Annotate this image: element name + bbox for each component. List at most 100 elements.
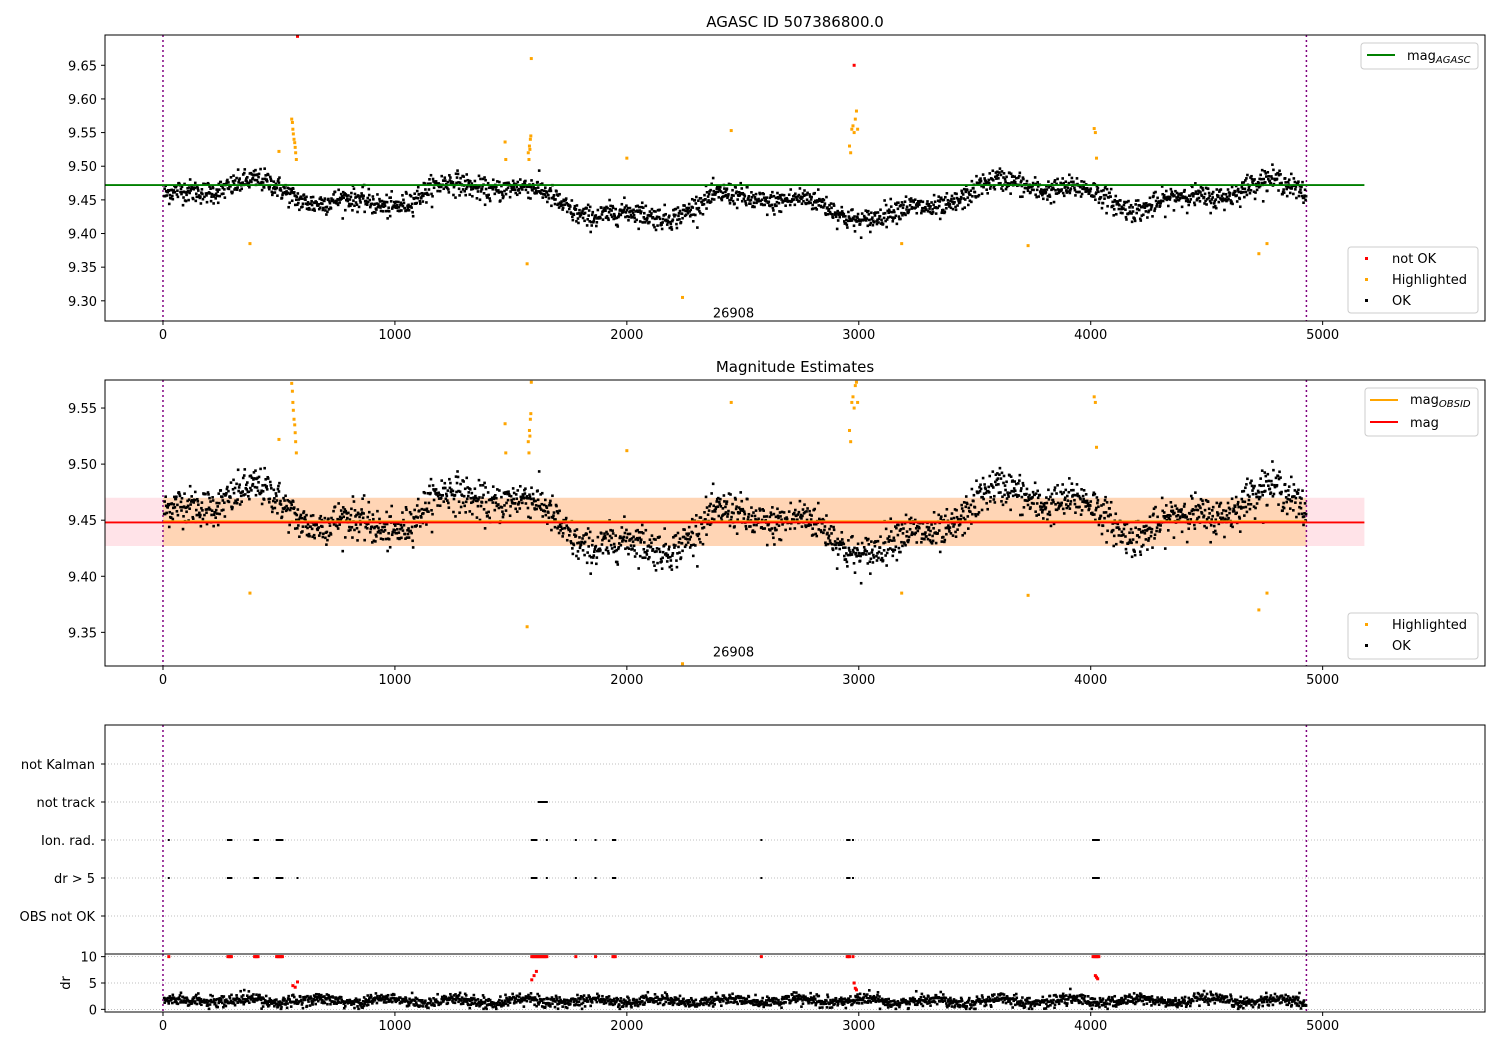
data-point-ok bbox=[1286, 185, 1290, 189]
data-point-ok bbox=[208, 185, 211, 188]
data-point-highlighted bbox=[854, 109, 858, 113]
data-point-ok bbox=[421, 200, 425, 203]
data-point-ok bbox=[544, 195, 548, 199]
data-point-ok bbox=[223, 188, 226, 191]
data-point-ok bbox=[468, 193, 472, 196]
data-point-ok bbox=[1032, 188, 1035, 192]
data-point-ok bbox=[704, 518, 707, 521]
data-point-ok bbox=[1235, 200, 1239, 203]
data-point-ok bbox=[1194, 491, 1197, 494]
data-point-ok bbox=[964, 495, 968, 498]
data-point-ok bbox=[517, 500, 521, 504]
data-point-ok bbox=[1152, 512, 1155, 516]
data-point-ok bbox=[560, 203, 564, 207]
dr-point-ok bbox=[179, 991, 183, 995]
data-point-ok bbox=[588, 220, 591, 223]
data-point-ok bbox=[683, 545, 687, 549]
data-point-ok bbox=[585, 207, 588, 210]
data-point-ok bbox=[634, 210, 637, 213]
data-point-ok bbox=[252, 471, 256, 474]
data-point-ok bbox=[695, 533, 699, 536]
data-point-ok bbox=[765, 543, 769, 547]
data-point-ok bbox=[317, 526, 321, 529]
data-point-ok bbox=[405, 192, 408, 195]
data-point-ok bbox=[173, 190, 177, 194]
data-point-ok bbox=[850, 553, 854, 556]
legend-point-categories[interactable]: Highlighted OK bbox=[1347, 612, 1479, 660]
data-point-ok bbox=[859, 581, 863, 585]
data-point-ok bbox=[1183, 188, 1186, 192]
data-point-ok bbox=[1124, 535, 1127, 538]
data-point-ok bbox=[717, 187, 721, 191]
data-point-ok bbox=[774, 515, 778, 519]
data-point-ok bbox=[186, 499, 189, 503]
data-point-ok bbox=[200, 501, 204, 504]
data-point-ok bbox=[247, 181, 251, 185]
data-point-ok bbox=[738, 194, 742, 197]
data-point-ok bbox=[778, 538, 781, 541]
data-point-ok bbox=[1009, 172, 1013, 176]
data-point-ok bbox=[328, 200, 331, 203]
data-point-ok bbox=[1038, 505, 1042, 508]
data-point-ok bbox=[443, 486, 447, 490]
data-point-ok bbox=[540, 502, 544, 506]
data-point-ok bbox=[341, 549, 345, 553]
data-point-ok bbox=[572, 543, 576, 547]
data-point-ok bbox=[884, 219, 887, 223]
data-point-ok bbox=[460, 494, 464, 497]
data-point-ok bbox=[1102, 511, 1106, 514]
data-point-ok bbox=[1002, 172, 1006, 175]
data-point-ok bbox=[526, 496, 529, 500]
dr-point-ok bbox=[180, 999, 183, 1002]
data-point-ok bbox=[530, 179, 533, 182]
data-point-ok bbox=[533, 192, 537, 195]
data-point-ok bbox=[1175, 191, 1179, 195]
data-point-ok bbox=[1297, 194, 1301, 198]
data-point-ok bbox=[212, 202, 215, 205]
data-point-ok bbox=[482, 192, 486, 195]
data-point-ok bbox=[1053, 179, 1057, 182]
data-point-ok bbox=[1205, 203, 1208, 206]
data-point-ok bbox=[1159, 201, 1162, 205]
data-point-ok bbox=[353, 528, 356, 532]
legend-marker-ok bbox=[1365, 299, 1368, 302]
data-point-ok bbox=[165, 511, 168, 515]
data-point-ok bbox=[629, 538, 632, 541]
data-point-ok bbox=[882, 212, 885, 215]
data-point-ok bbox=[1133, 217, 1136, 221]
data-point-ok bbox=[709, 188, 712, 192]
data-point-ok bbox=[941, 535, 945, 539]
data-point-ok bbox=[983, 483, 986, 486]
data-point-ok bbox=[637, 205, 641, 209]
data-point-ok bbox=[739, 192, 743, 196]
data-point-ok bbox=[439, 496, 443, 500]
magnitude-estimates-panel: Magnitude Estimates 0 1000 2000 3000 4000 500… bbox=[68, 358, 1486, 688]
data-point-ok bbox=[1258, 184, 1262, 188]
data-point-ok bbox=[955, 515, 959, 519]
data-point-ok bbox=[396, 209, 400, 213]
data-point-ok bbox=[677, 541, 681, 544]
data-point-ok bbox=[433, 489, 437, 493]
dr-point-ok bbox=[206, 1004, 210, 1007]
data-point-ok bbox=[332, 201, 336, 204]
data-point-ok bbox=[1236, 500, 1240, 504]
data-point-ok bbox=[491, 187, 495, 191]
data-point-ok bbox=[249, 486, 252, 490]
data-point-ok bbox=[1219, 188, 1223, 191]
legend-mag-agasc[interactable]: magAGASC bbox=[1360, 42, 1479, 70]
dr-point-ok bbox=[228, 996, 232, 1000]
data-point-ok bbox=[269, 177, 273, 181]
data-point-ok bbox=[1046, 194, 1050, 198]
data-point-ok bbox=[913, 198, 917, 202]
legend-lines[interactable]: magOBSID mag bbox=[1364, 387, 1479, 437]
data-point-ok bbox=[379, 206, 382, 209]
data-point-ok bbox=[1133, 219, 1137, 223]
data-point-ok bbox=[1059, 490, 1062, 494]
data-point-ok bbox=[227, 187, 231, 191]
data-point-ok bbox=[955, 508, 958, 512]
data-point-ok bbox=[493, 508, 497, 512]
data-point-ok bbox=[805, 518, 809, 522]
legend-point-categories[interactable]: not OK Highlighted OK bbox=[1347, 246, 1479, 314]
data-point-ok bbox=[838, 547, 842, 551]
data-point-ok bbox=[586, 203, 590, 207]
